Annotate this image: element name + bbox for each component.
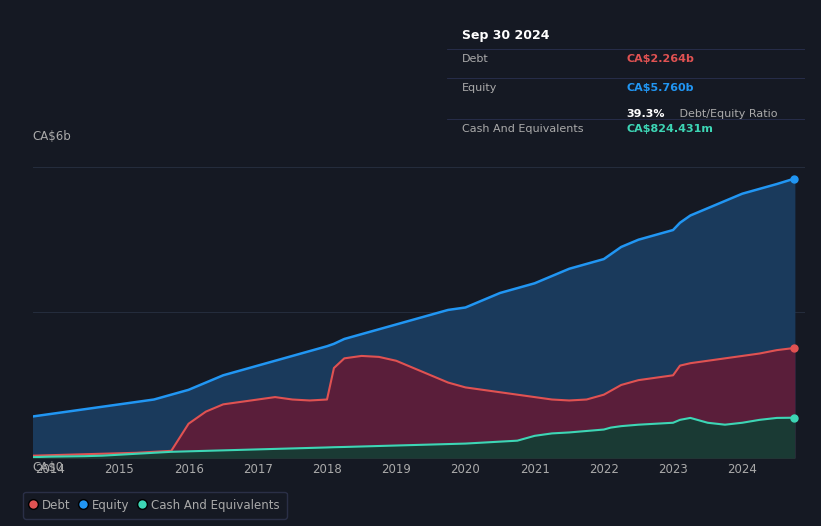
Text: CA$5.760b: CA$5.760b xyxy=(626,83,694,93)
Text: CA$0: CA$0 xyxy=(33,461,64,474)
Text: 39.3%: 39.3% xyxy=(626,108,664,118)
Text: CA$824.431m: CA$824.431m xyxy=(626,124,713,134)
Text: Cash And Equivalents: Cash And Equivalents xyxy=(461,124,583,134)
Text: Debt: Debt xyxy=(461,54,488,64)
Text: CA$2.264b: CA$2.264b xyxy=(626,54,694,64)
Text: Debt/Equity Ratio: Debt/Equity Ratio xyxy=(676,108,777,118)
Text: Sep 30 2024: Sep 30 2024 xyxy=(461,28,549,42)
Text: CA$6b: CA$6b xyxy=(33,130,71,144)
Text: Equity: Equity xyxy=(461,83,497,93)
Legend: Debt, Equity, Cash And Equivalents: Debt, Equity, Cash And Equivalents xyxy=(23,492,287,519)
